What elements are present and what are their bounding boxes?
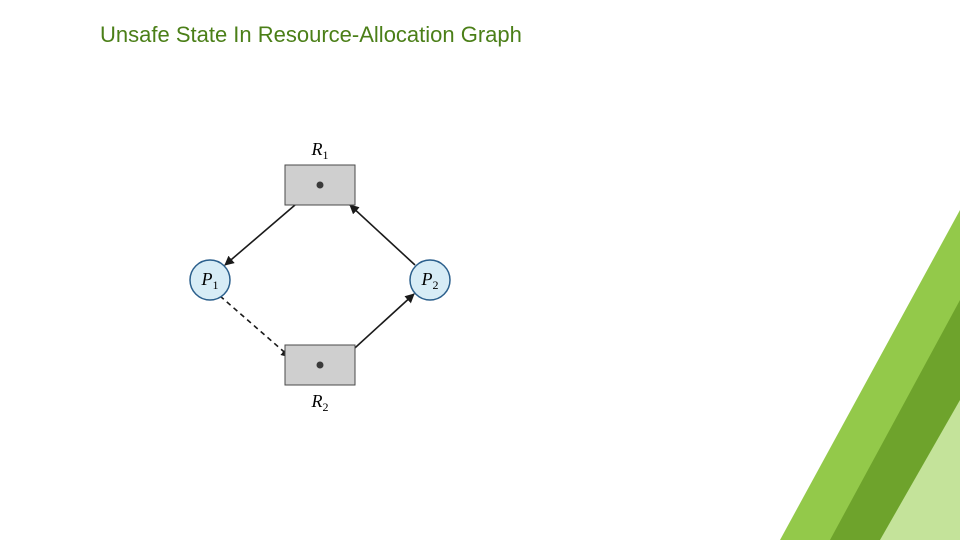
resource-instance-dot bbox=[317, 182, 324, 189]
resource-allocation-graph: R1R2P1P2 bbox=[120, 110, 520, 450]
edge-R1-P1 bbox=[225, 205, 295, 265]
resource-instance-dot bbox=[317, 362, 324, 369]
resource-label-R1: R1 bbox=[311, 139, 329, 162]
page-title: Unsafe State In Resource-Allocation Grap… bbox=[100, 22, 522, 48]
edge-P1-R2 bbox=[220, 296, 290, 357]
corner-decor bbox=[710, 180, 960, 540]
edge-P2-R1 bbox=[350, 205, 415, 265]
resource-label-R2: R2 bbox=[311, 391, 329, 414]
slide: Unsafe State In Resource-Allocation Grap… bbox=[0, 0, 960, 540]
